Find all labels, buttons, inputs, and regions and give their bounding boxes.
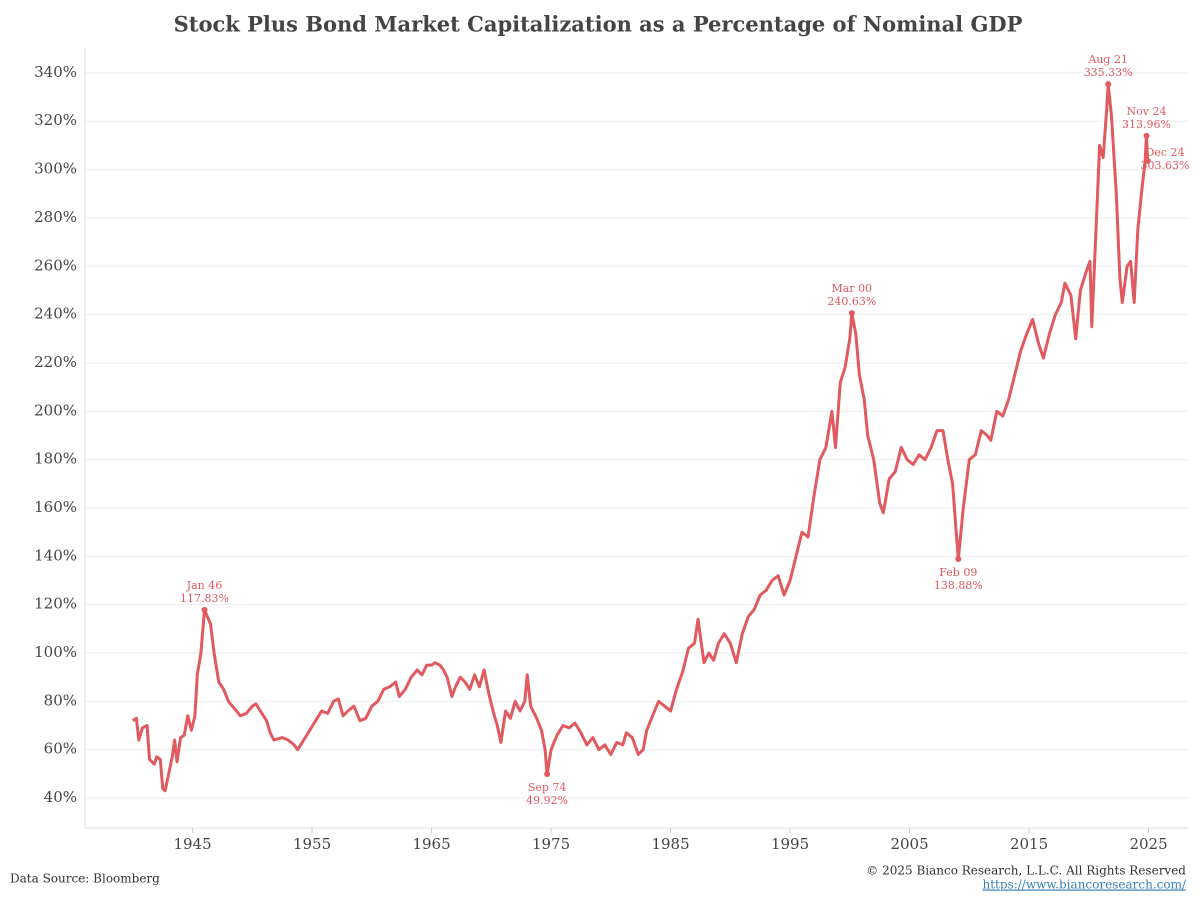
- y-tick-label: 200%: [34, 401, 77, 419]
- y-tick-label: 300%: [34, 160, 77, 178]
- y-tick-label: 240%: [34, 305, 77, 323]
- annotation-label: Sep 74: [528, 781, 567, 794]
- copyright: © 2025 Bianco Research, L.L.C. All Right…: [866, 864, 1186, 878]
- y-tick-label: 320%: [34, 111, 77, 129]
- y-tick-label: 260%: [34, 256, 77, 274]
- x-tick-label: 1995: [771, 835, 809, 853]
- x-tick-label: 1955: [293, 835, 331, 853]
- url[interactable]: https://www.biancoresearch.com/: [982, 878, 1186, 892]
- annotation-dot: [955, 556, 962, 563]
- y-tick-label: 220%: [34, 353, 77, 371]
- annotation-value: 303.63%: [1141, 159, 1190, 172]
- y-tick-label: 180%: [34, 450, 77, 468]
- y-tick-label: 120%: [34, 595, 77, 613]
- y-tick-label: 160%: [34, 498, 77, 516]
- y-tick-label: 280%: [34, 208, 77, 226]
- x-tick-label: 1945: [173, 835, 211, 853]
- annotation-value: 138.88%: [934, 579, 983, 592]
- annotation-value: 335.33%: [1084, 66, 1133, 79]
- annotation-dot: [848, 310, 855, 317]
- annotation-label: Aug 21: [1087, 53, 1128, 66]
- y-tick-label: 40%: [44, 788, 77, 806]
- annotation-dot: [1143, 132, 1150, 139]
- annotation-label: Jan 46: [186, 579, 223, 592]
- annotation-label: Dec 24: [1146, 146, 1185, 159]
- annotation-value: 117.83%: [180, 592, 229, 605]
- line: [131, 82, 1150, 793]
- annotation-dot: [201, 606, 208, 613]
- chart-title: Stock Plus Bond Market Capitalization as…: [174, 12, 1023, 37]
- y-tick-label: 60%: [44, 740, 77, 758]
- annotation-value: 313.96%: [1122, 118, 1171, 131]
- annotation-value: 240.63%: [827, 295, 876, 308]
- y-tick-label: 100%: [34, 643, 77, 661]
- annotation-dot: [544, 771, 551, 778]
- y-tick-label: 80%: [44, 691, 77, 709]
- x-tick-label: 1975: [532, 835, 570, 853]
- x-tick-label: 2025: [1129, 835, 1167, 853]
- annotation-label: Mar 00: [832, 282, 873, 295]
- annotation-dot: [1105, 81, 1112, 88]
- annotation-value: 49.92%: [526, 794, 568, 807]
- x-tick-label: 2005: [890, 835, 928, 853]
- annotation-label: Feb 09: [939, 566, 977, 579]
- source: Data Source: Bloomberg: [10, 872, 160, 886]
- annotation-dot: [1144, 157, 1151, 164]
- y-tick-label: 340%: [34, 63, 77, 81]
- x-tick-label: 1985: [651, 835, 689, 853]
- x-tick-label: 1965: [412, 835, 450, 853]
- annotation-label: Nov 24: [1127, 105, 1167, 118]
- x-tick-label: 2015: [1010, 835, 1048, 853]
- y-tick-label: 140%: [34, 546, 77, 564]
